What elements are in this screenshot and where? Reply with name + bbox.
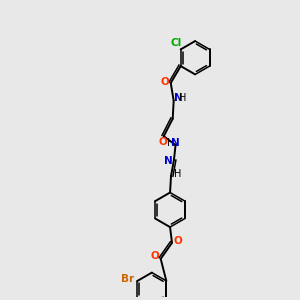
Text: N: N <box>164 156 172 166</box>
Text: H: H <box>174 169 181 178</box>
Text: O: O <box>173 236 182 246</box>
Text: H: H <box>179 93 187 103</box>
Text: H: H <box>167 138 175 148</box>
Text: Br: Br <box>121 274 134 284</box>
Text: N: N <box>171 138 179 148</box>
Text: O: O <box>151 251 160 262</box>
Text: O: O <box>158 137 167 147</box>
Text: O: O <box>161 77 170 87</box>
Text: N: N <box>174 93 182 103</box>
Text: Cl: Cl <box>171 38 182 48</box>
